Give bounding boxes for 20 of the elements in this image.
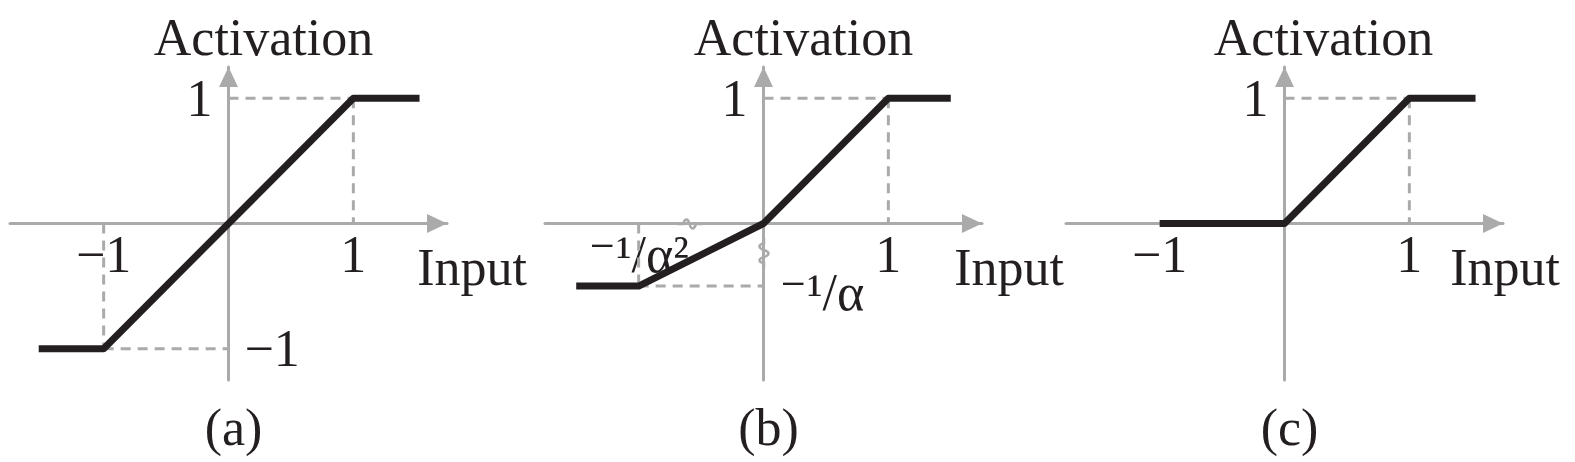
x-tick-label: 1 [340, 226, 367, 283]
annotation: ⁻¹/α [779, 263, 865, 321]
y-axis-title: Activation [1213, 8, 1434, 66]
x-tick-label: −1 [1131, 226, 1188, 283]
y-axis-title: Activation [153, 8, 374, 66]
x-axis-title: Input [1450, 239, 1561, 296]
text: (c) [1260, 398, 1319, 457]
annotation: 1 [186, 69, 213, 127]
x-axis-title: Input [417, 239, 528, 296]
x-tick-label: 1 [875, 226, 902, 283]
x-tick-label: ⁻¹/α² [588, 226, 689, 283]
text: (a) [204, 398, 263, 457]
x-tick-label: 1 [1396, 226, 1423, 283]
x-axis-title: Input [954, 239, 1065, 296]
annotation: 1 [1242, 69, 1269, 127]
annotation: −1 [244, 320, 300, 378]
y-axis-title: Activation [693, 8, 914, 66]
annotation: 1 [721, 69, 748, 127]
text: (b) [738, 398, 799, 457]
x-tick-label: −1 [75, 226, 132, 283]
